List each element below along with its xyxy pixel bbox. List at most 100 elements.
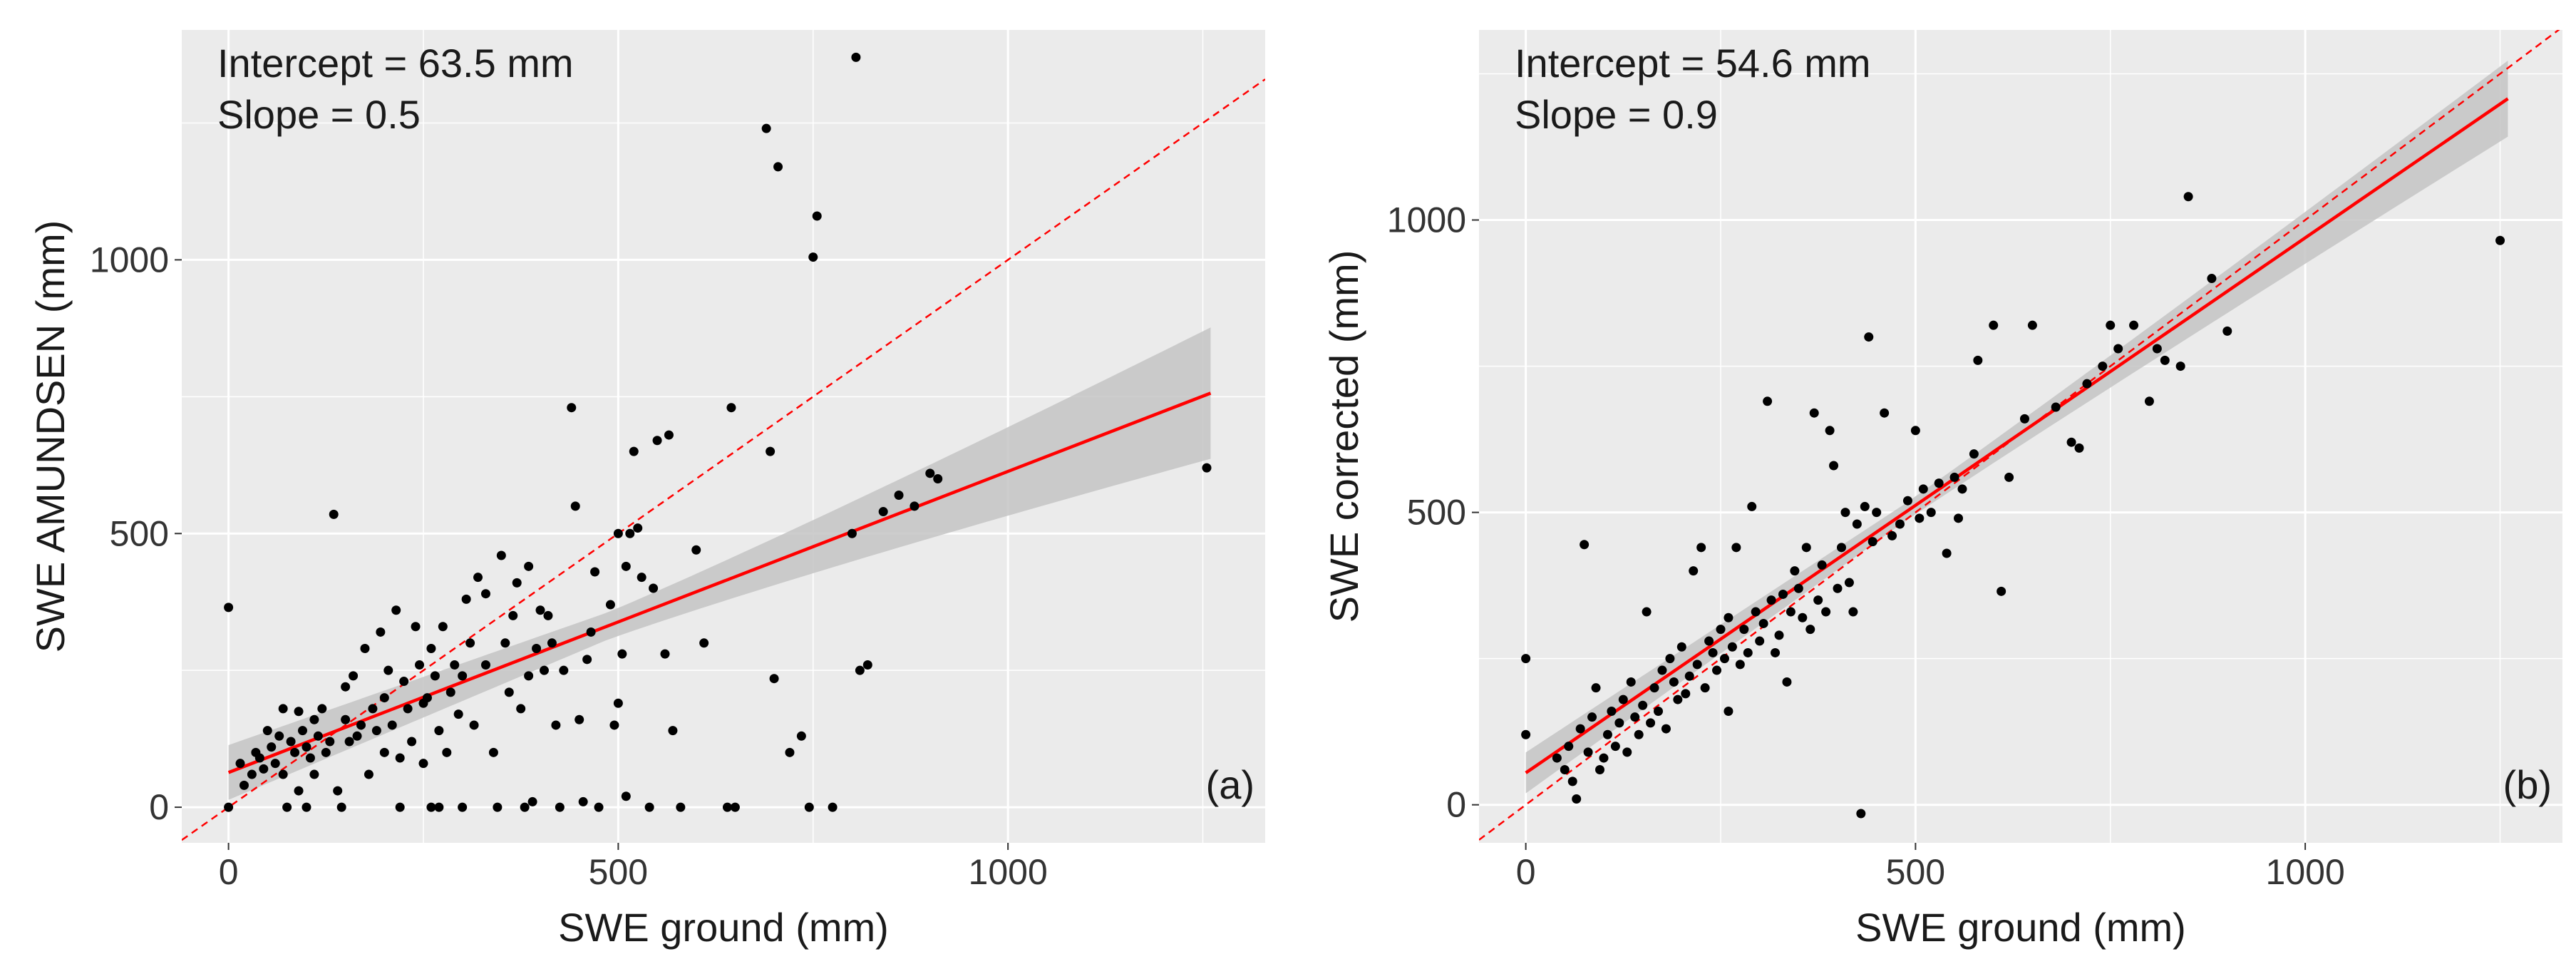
data-point-b-112 [2129,320,2139,330]
data-point-a-44 [379,693,389,703]
data-point-b-39 [1700,683,1710,693]
data-point-b-6 [1572,794,1582,804]
data-point-b-101 [1997,586,2006,596]
data-point-b-70 [1817,560,1827,570]
y-tick-labels-b: 0 500 1000 [1387,200,1479,825]
data-point-b-75 [1836,543,1846,553]
data-point-a-69 [458,802,468,812]
data-point-b-87 [1895,519,1905,529]
data-point-a-33 [341,682,351,692]
data-point-a-64 [442,747,452,757]
data-point-a-46 [387,720,397,730]
data-point-a-21 [302,742,311,752]
data-point-b-48 [1731,543,1741,553]
confidence-band-area-a [228,327,1211,800]
data-point-a-55 [418,759,428,769]
data-point-a-79 [500,638,510,648]
data-point-a-34 [344,737,354,747]
data-point-a-4 [247,769,257,779]
data-point-b-61 [1782,677,1792,687]
data-point-a-140 [862,660,872,670]
data-point-b-47 [1727,642,1737,652]
data-point-b-32 [1673,694,1683,704]
data-point-a-120 [668,726,678,736]
data-point-a-77 [493,802,503,812]
data-point-a-47 [391,605,401,615]
points-b [1521,192,2505,819]
data-point-b-2 [1552,753,1562,763]
intercept-annotation-a: Intercept = 63.5 mm [217,41,574,86]
y-axis-title-a: SWE AMUNDSEN (mm) [28,220,73,653]
data-point-a-125 [726,403,736,413]
data-point-b-93 [1934,478,1944,488]
data-point-b-66 [1801,543,1811,553]
data-point-b-51 [1743,647,1753,657]
data-point-b-30 [1665,654,1675,664]
data-point-a-103 [594,802,604,812]
data-point-b-4 [1564,742,1574,752]
data-point-a-37 [356,720,366,730]
data-point-b-107 [2074,443,2084,453]
data-point-b-8 [1580,540,1590,550]
regression-line-b [1525,97,2509,774]
data-point-a-22 [305,753,315,763]
data-point-a-11 [274,731,284,741]
data-point-a-50 [399,677,409,687]
data-point-b-10 [1587,712,1597,722]
data-point-b-22 [1634,729,1644,739]
data-point-b-65 [1798,612,1808,622]
x-axis-title-b: SWE ground (mm) [1855,905,2186,950]
data-point-b-38 [1696,543,1706,553]
data-point-a-117 [652,436,662,446]
data-point-a-78 [496,550,506,560]
data-point-a-39 [364,769,373,779]
data-point-a-133 [804,802,814,812]
data-point-a-8 [262,726,272,736]
data-point-b-33 [1676,642,1686,652]
data-point-a-43 [379,747,389,757]
y-tick-label-a-1000: 1000 [90,240,169,280]
data-point-b-77 [1844,578,1854,588]
data-point-b-34 [1681,689,1691,699]
data-point-a-144 [925,468,935,478]
data-point-b-49 [1735,660,1745,670]
data-point-b-69 [1813,595,1823,605]
data-point-b-52 [1747,501,1757,511]
data-point-a-101 [586,627,596,637]
data-point-b-83 [1867,537,1877,547]
data-point-b-55 [1758,618,1768,628]
data-point-b-23 [1638,700,1648,710]
data-point-a-72 [469,720,479,730]
data-point-a-99 [578,796,588,806]
data-point-b-17 [1614,718,1624,728]
data-point-a-114 [637,573,646,583]
data-point-a-97 [570,501,580,511]
data-point-a-2 [235,759,245,769]
data-point-a-130 [773,162,783,172]
data-point-a-31 [336,802,346,812]
data-point-b-85 [1880,408,1890,418]
data-point-b-91 [1918,484,1928,494]
one-to-one-line-b [1479,30,2560,841]
data-point-b-109 [2098,362,2108,371]
data-point-b-13 [1599,753,1609,763]
data-point-b-40 [1704,636,1714,646]
data-point-b-117 [2183,192,2193,202]
data-point-a-139 [855,665,865,675]
y-tick-label-b-0: 0 [1446,785,1466,825]
data-point-b-62 [1786,607,1796,617]
data-point-b-11 [1591,683,1601,693]
data-point-b-89 [1910,426,1920,436]
data-point-a-19 [297,726,307,736]
data-point-a-73 [473,573,483,583]
data-point-a-16 [290,747,300,757]
x-tick-labels-a: 0 500 1000 [219,843,1048,892]
data-point-a-71 [465,638,475,648]
data-point-b-44 [1719,654,1729,664]
data-point-a-18 [294,786,304,796]
confidence-band-a [228,327,1211,800]
data-point-b-41 [1708,647,1718,657]
data-point-a-87 [527,796,537,806]
data-point-b-119 [2222,326,2232,336]
intercept-annotation-b: Intercept = 54.6 mm [1515,41,1871,86]
